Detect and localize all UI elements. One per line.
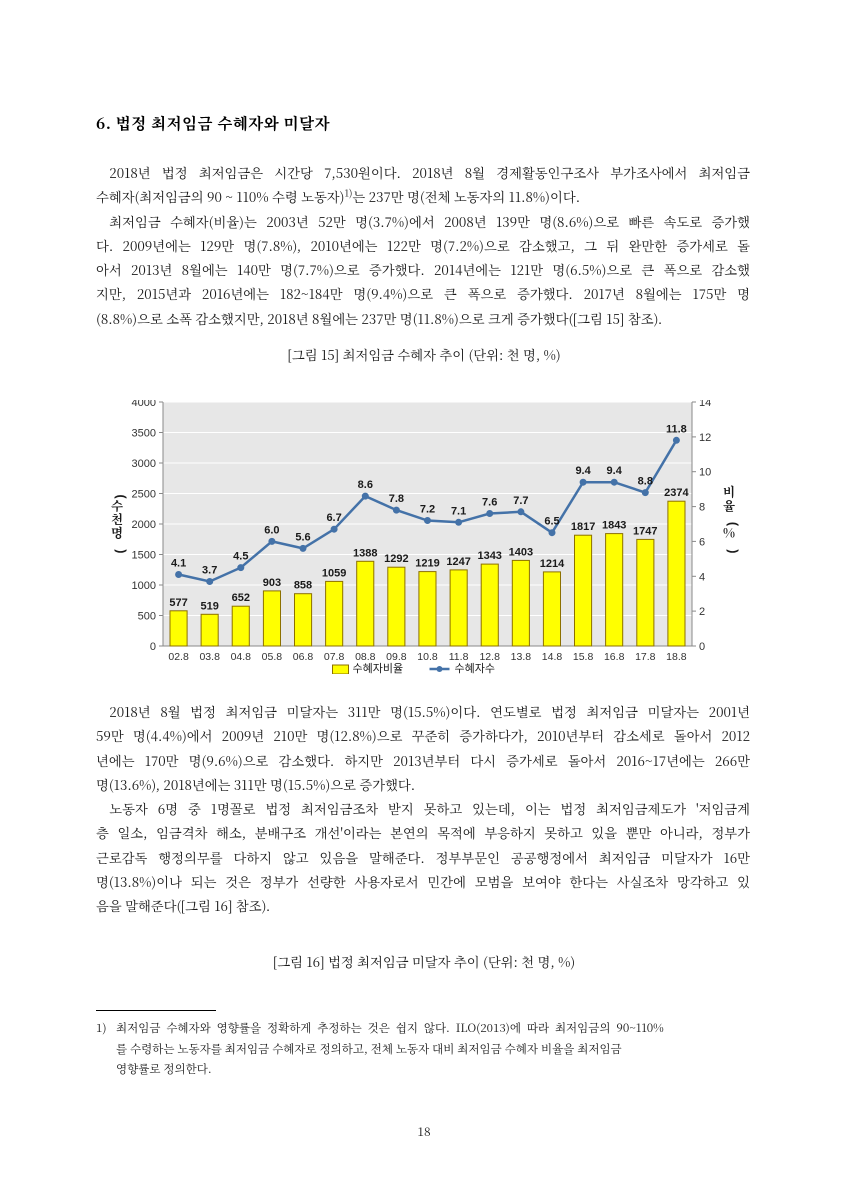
svg-text:1247: 1247 — [446, 556, 470, 568]
svg-text:6: 6 — [699, 536, 705, 548]
svg-text:519: 519 — [201, 600, 219, 612]
svg-text:1843: 1843 — [602, 520, 626, 532]
svg-text:1343: 1343 — [477, 550, 501, 562]
svg-text:16.8: 16.8 — [604, 651, 625, 663]
svg-text:08.8: 08.8 — [355, 651, 376, 663]
svg-text:3500: 3500 — [132, 428, 156, 440]
svg-text:14.8: 14.8 — [542, 651, 563, 663]
svg-text:02.8: 02.8 — [168, 651, 189, 663]
svg-text:1292: 1292 — [384, 553, 408, 565]
svg-text:04.8: 04.8 — [231, 651, 252, 663]
svg-text:500: 500 — [138, 611, 156, 623]
svg-text:6.0: 6.0 — [264, 524, 279, 536]
svg-text:1000: 1000 — [132, 580, 156, 592]
svg-text:0: 0 — [150, 641, 156, 653]
svg-text:2500: 2500 — [132, 489, 156, 501]
svg-text:): ) — [726, 549, 740, 553]
svg-text:7.7: 7.7 — [513, 495, 528, 507]
svg-text:7.6: 7.6 — [482, 497, 497, 509]
svg-text:8: 8 — [699, 502, 705, 514]
svg-text:15.8: 15.8 — [573, 651, 594, 663]
svg-text:10: 10 — [699, 467, 711, 479]
svg-text:4000: 4000 — [132, 400, 156, 409]
svg-text:7.1: 7.1 — [451, 505, 466, 517]
svg-text:903: 903 — [263, 577, 281, 589]
svg-text:11.8: 11.8 — [666, 423, 687, 435]
svg-text:8.8: 8.8 — [638, 476, 653, 488]
svg-text:06.8: 06.8 — [293, 651, 314, 663]
svg-text:09.8: 09.8 — [386, 651, 407, 663]
svg-text:명: 명 — [111, 524, 123, 542]
svg-text:18.8: 18.8 — [666, 651, 687, 663]
svg-text:5.6: 5.6 — [295, 531, 310, 543]
svg-text:1817: 1817 — [571, 521, 595, 533]
svg-text:수혜자비율: 수혜자비율 — [353, 662, 404, 674]
svg-text:14: 14 — [699, 400, 711, 409]
svg-text:1219: 1219 — [415, 558, 439, 570]
svg-text:0: 0 — [699, 641, 705, 653]
svg-text:10.8: 10.8 — [417, 651, 438, 663]
svg-text:%: % — [723, 524, 735, 542]
svg-text:652: 652 — [232, 592, 250, 604]
svg-text:12: 12 — [699, 432, 711, 444]
svg-text:1059: 1059 — [322, 567, 346, 579]
svg-text:07.8: 07.8 — [324, 651, 345, 663]
svg-text:4.5: 4.5 — [233, 551, 248, 563]
svg-text:2374: 2374 — [664, 487, 689, 499]
svg-text:1403: 1403 — [509, 546, 533, 558]
svg-text:3000: 3000 — [132, 458, 156, 470]
svg-text:6.5: 6.5 — [544, 516, 559, 528]
svg-text:11.8: 11.8 — [449, 651, 469, 663]
svg-text:4.1: 4.1 — [171, 558, 186, 570]
svg-text:1747: 1747 — [633, 525, 657, 537]
svg-text:1500: 1500 — [132, 550, 156, 562]
svg-text:858: 858 — [294, 580, 312, 592]
svg-text:3.7: 3.7 — [202, 565, 217, 577]
svg-text:율: 율 — [723, 496, 735, 514]
svg-text:4: 4 — [699, 571, 705, 583]
svg-text:1214: 1214 — [540, 558, 565, 570]
svg-text:17.8: 17.8 — [635, 651, 656, 663]
svg-text:577: 577 — [169, 597, 187, 609]
svg-text:6.7: 6.7 — [326, 512, 341, 524]
svg-text:): ) — [114, 549, 128, 553]
svg-text:1388: 1388 — [353, 547, 377, 559]
svg-text:8.6: 8.6 — [358, 479, 373, 491]
svg-text:12.8: 12.8 — [479, 651, 500, 663]
svg-text:13.8: 13.8 — [511, 651, 532, 663]
svg-text:9.4: 9.4 — [575, 465, 591, 477]
svg-text:2: 2 — [699, 606, 705, 618]
svg-text:7.2: 7.2 — [420, 504, 435, 516]
svg-text:03.8: 03.8 — [199, 651, 220, 663]
svg-text:9.4: 9.4 — [607, 465, 623, 477]
svg-text:05.8: 05.8 — [262, 651, 283, 663]
svg-text:2000: 2000 — [132, 519, 156, 531]
svg-text:수혜자수: 수혜자수 — [455, 662, 495, 674]
svg-text:7.8: 7.8 — [389, 493, 404, 505]
